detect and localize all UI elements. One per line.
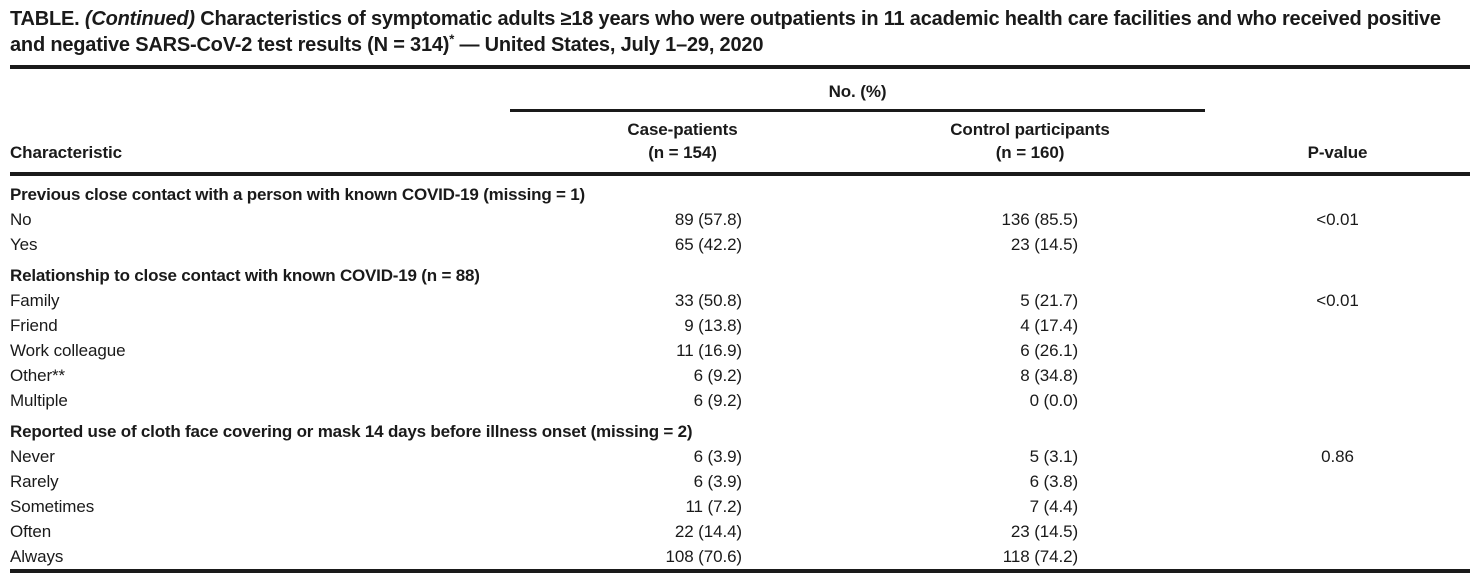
- cell-control: 118 (74.2): [1002, 547, 1079, 566]
- section-header-row: Reported use of cloth face covering or m…: [10, 413, 1470, 444]
- col-header-case-patients: Case-patients (n = 154): [510, 110, 855, 176]
- table-row: Family 33 (50.8) 5 (21.7) <0.01: [10, 288, 1470, 313]
- table-title-suffix: — United States, July 1–29, 2020: [454, 34, 764, 56]
- table-row: Always 108 (70.6) 118 (74.2): [10, 544, 1470, 571]
- table-body: Previous close contact with a person wit…: [10, 174, 1470, 571]
- cell-characteristic: Often: [10, 522, 52, 541]
- cell-pvalue: [1205, 232, 1470, 257]
- cell-case-patients: 6 (3.9): [693, 472, 743, 491]
- cell-case-patients: 65 (42.2): [674, 235, 742, 254]
- characteristics-table: No. (%) Characteristic Case-patients (n …: [10, 69, 1471, 573]
- header-spacer-left: [10, 69, 510, 111]
- title-footnote-marker: *: [449, 31, 455, 47]
- section-header-row: Previous close contact with a person wit…: [10, 174, 1470, 207]
- header-group-row: No. (%): [10, 69, 1470, 112]
- cell-control: 4 (17.4): [1020, 316, 1079, 335]
- cell-characteristic: Yes: [10, 235, 38, 254]
- cell-case-patients: 89 (57.8): [674, 210, 742, 229]
- cell-case-patients: 11 (7.2): [685, 497, 742, 516]
- section-header: Relationship to close contact with known…: [10, 266, 480, 285]
- section-header-row: Relationship to close contact with known…: [10, 257, 1470, 288]
- page: TABLE. (Continued) Characteristics of sy…: [10, 6, 1471, 573]
- cell-control: 8 (34.8): [1020, 366, 1079, 385]
- header-spacer-right: [1205, 69, 1470, 111]
- cell-control: 6 (26.1): [1020, 341, 1079, 360]
- control-participants-n: (n = 160): [995, 143, 1065, 162]
- case-patients-n: (n = 154): [648, 143, 717, 162]
- cell-pvalue: <0.01: [1316, 291, 1359, 310]
- cell-case-patients: 6 (9.2): [693, 391, 743, 410]
- table-row: Yes 65 (42.2) 23 (14.5): [10, 232, 1470, 257]
- cell-case-patients: 11 (16.9): [676, 341, 742, 360]
- cell-pvalue: <0.01: [1316, 210, 1359, 229]
- table-title-label: TABLE.: [10, 8, 85, 30]
- table-row: Work colleague 11 (16.9) 6 (26.1): [10, 338, 1470, 363]
- header-columns-row: Characteristic Case-patients (n = 154) C…: [10, 110, 1471, 176]
- cell-case-patients: 6 (9.2): [693, 366, 743, 385]
- table-title-text: Characteristics of symptomatic adults ≥1…: [10, 8, 1441, 56]
- table-row: Friend 9 (13.8) 4 (17.4): [10, 313, 1470, 338]
- cell-control: 5 (21.7): [1020, 291, 1079, 310]
- cell-control: 23 (14.5): [1010, 522, 1079, 541]
- cell-characteristic: Sometimes: [10, 497, 95, 516]
- cell-pvalue: 0.86: [1321, 447, 1354, 466]
- control-participants-label: Control participants: [950, 120, 1110, 139]
- cell-case-patients: 9 (13.8): [684, 316, 742, 335]
- table-row: Never 6 (3.9) 5 (3.1) 0.86: [10, 444, 1470, 469]
- section-header: Previous close contact with a person wit…: [10, 185, 585, 204]
- table-row: Often 22 (14.4) 23 (14.5): [10, 519, 1470, 544]
- cell-pvalue: [1205, 313, 1470, 338]
- cell-characteristic: Other**: [10, 366, 66, 385]
- title-rule: [10, 65, 1470, 69]
- cell-characteristic: Always: [10, 547, 64, 566]
- cell-control: 5 (3.1): [1029, 447, 1079, 466]
- col-header-characteristic: Characteristic: [10, 110, 510, 176]
- table-header: No. (%) Characteristic Case-patients (n …: [10, 69, 1471, 176]
- cell-control: 23 (14.5): [1010, 235, 1079, 254]
- cell-case-patients: 6 (3.9): [693, 447, 743, 466]
- cell-characteristic: Friend: [10, 316, 58, 335]
- cell-characteristic: Multiple: [10, 391, 68, 410]
- table-title-continued: (Continued): [84, 8, 195, 30]
- section-header: Reported use of cloth face covering or m…: [10, 422, 693, 441]
- cell-characteristic: Family: [10, 291, 60, 310]
- table-row: Other** 6 (9.2) 8 (34.8): [10, 363, 1470, 388]
- cell-control: 6 (3.8): [1029, 472, 1079, 491]
- cell-case-patients: 108 (70.6): [665, 547, 743, 566]
- table-row: Sometimes 11 (7.2) 7 (4.4): [10, 494, 1470, 519]
- cell-characteristic: Work colleague: [10, 341, 126, 360]
- table-title: TABLE. (Continued) Characteristics of sy…: [10, 6, 1470, 58]
- cell-pvalue: [1205, 388, 1470, 413]
- cell-pvalue: [1205, 494, 1470, 519]
- case-patients-label: Case-patients: [627, 120, 738, 139]
- table-row: Rarely 6 (3.9) 6 (3.8): [10, 469, 1470, 494]
- table-row: No 89 (57.8) 136 (85.5) <0.01: [10, 207, 1470, 232]
- cell-characteristic: No: [10, 210, 32, 229]
- cell-pvalue: [1205, 338, 1470, 363]
- cell-characteristic: Never: [10, 447, 55, 466]
- cell-characteristic: Rarely: [10, 472, 59, 491]
- cell-pvalue: [1205, 544, 1470, 571]
- table-row: Multiple 6 (9.2) 0 (0.0): [10, 388, 1470, 413]
- cell-pvalue: [1205, 363, 1470, 388]
- cell-control: 136 (85.5): [1001, 210, 1079, 229]
- cell-pvalue: [1205, 519, 1470, 544]
- cell-case-patients: 22 (14.4): [674, 522, 742, 541]
- col-header-control-participants: Control participants (n = 160): [855, 110, 1206, 176]
- col-group-header-no-pct: No. (%): [510, 69, 1206, 112]
- cell-control: 0 (0.0): [1029, 391, 1079, 410]
- cell-pvalue: [1205, 469, 1470, 494]
- col-header-pvalue: P-value: [1205, 110, 1471, 176]
- cell-case-patients: 33 (50.8): [674, 291, 742, 310]
- cell-control: 7 (4.4): [1029, 497, 1079, 516]
